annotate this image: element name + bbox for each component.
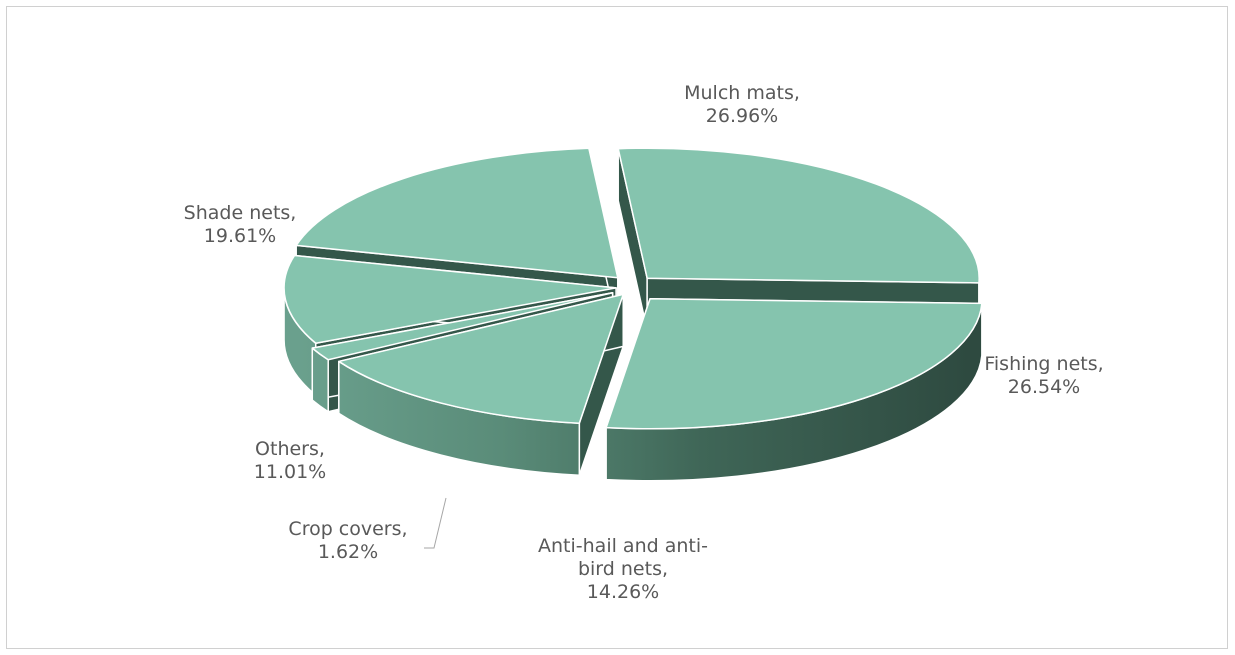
- data-label-others: Others, 11.01%: [254, 438, 326, 483]
- slice-top: [617, 147, 980, 284]
- data-label-crop-covers: Crop covers, 1.62%: [288, 518, 407, 563]
- pie-slice-fishing-nets: [605, 298, 983, 482]
- pie-slice-anti-hail-and-anti-bird-nets: [338, 293, 624, 476]
- data-label-fishing-nets: Fishing nets, 26.54%: [984, 353, 1103, 398]
- data-label-shade-nets: Shade nets, 19.61%: [184, 202, 297, 247]
- slice-top: [295, 147, 619, 279]
- slice-top: [605, 298, 983, 430]
- leader-line-crop-covers: [424, 497, 447, 549]
- data-label-anti-hail-and-anti-bird-nets: Anti-hail and anti-bird nets, 14.26%: [538, 535, 708, 603]
- slice-top: [283, 254, 617, 344]
- slice-top: [338, 293, 624, 424]
- data-label-mulch-mats: Mulch mats, 26.96%: [684, 82, 800, 127]
- slice-top: [311, 291, 614, 361]
